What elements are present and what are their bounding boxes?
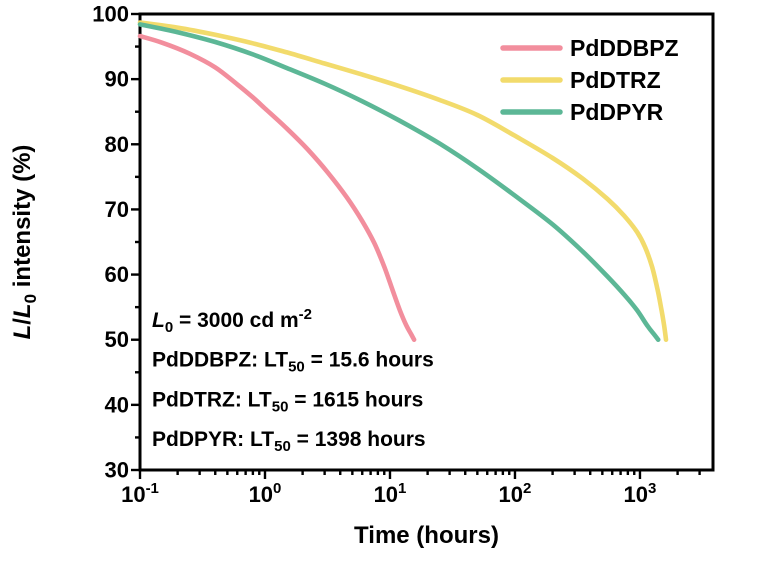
annotation-lt50-pddtrz: PdDTRZ: LT50 = 1615 hours: [152, 388, 423, 415]
x-tick-label: 102: [499, 480, 532, 507]
annotation-lt50-pddpyr: PdDPYR: LT50 = 1398 hours: [152, 428, 426, 455]
axis-tick-layer: [131, 12, 701, 479]
legend-layer: PdDDBPZ PdDTRZ PdDPYR: [500, 35, 679, 125]
annotation-lt50-pdddbpz: PdDDBPZ: LT50 = 15.6 hours: [152, 349, 434, 376]
annotation-layer: L0 = 3000 cd m-2 PdDDBPZ: LT50 = 15.6 hou…: [152, 306, 434, 455]
x-tick-label: 101: [374, 480, 407, 507]
y-tick-label: 70: [105, 197, 129, 222]
series-layer: [137, 20, 669, 342]
legend-label-pdddbpz: PdDDBPZ: [570, 35, 679, 61]
legend-label-pddtrz: PdDTRZ: [570, 67, 661, 93]
x-tick-label: 10-1: [121, 480, 159, 507]
y-tick-label: 80: [105, 132, 129, 157]
series-line-pddtrz: [137, 20, 669, 342]
series-line-pdddbpz: [137, 33, 417, 342]
y-tick-label: 30: [105, 458, 129, 483]
axis-label-layer: 10-1 100 101 102 103 30 40 50 60 70 80 90 100 Time (h…: [9, 2, 656, 550]
legend-label-pddpyr: PdDPYR: [570, 99, 664, 125]
y-tick-label: 60: [105, 262, 129, 287]
y-tick-label: 50: [105, 327, 129, 352]
annotation-luminance-condition: L0 = 3000 cd m-2: [152, 306, 312, 336]
y-tick-label: 90: [105, 67, 129, 92]
series-line-pddpyr: [137, 22, 661, 342]
x-tick-label: 100: [249, 480, 282, 507]
x-axis-title: Time (hours): [354, 522, 499, 549]
y-axis-title: L/L0 intensity (%): [9, 145, 40, 340]
x-tick-label: 103: [624, 480, 657, 507]
y-tick-label: 40: [105, 392, 129, 417]
y-tick-label: 100: [92, 2, 129, 27]
